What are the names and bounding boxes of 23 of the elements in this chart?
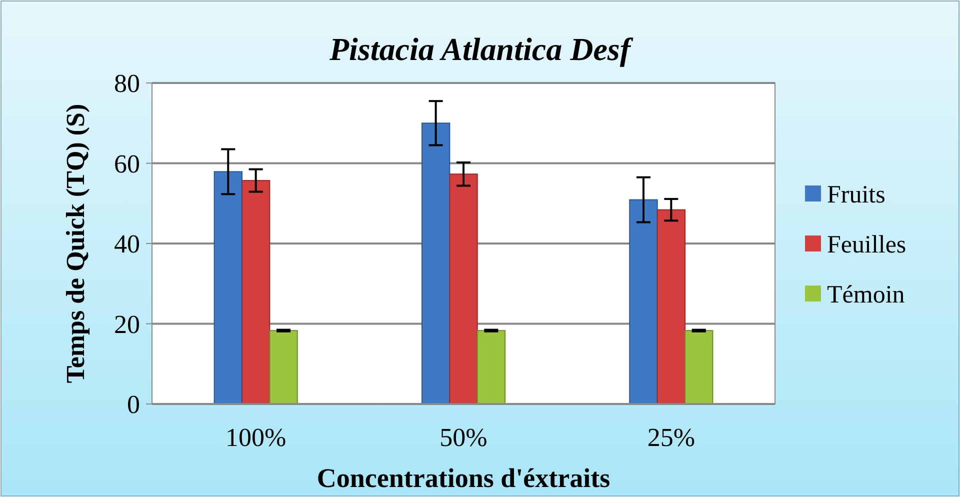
y-tick-label: 20 [114,310,140,339]
y-tick-label: 40 [114,230,140,259]
y-tick-label: 80 [114,69,140,98]
y-axis-title: Temps de Quick (TQ) (S) [61,104,90,384]
legend-label: Feuilles [827,231,906,258]
chart-title: Pistacia Atlantica Desf [328,31,634,67]
bar [629,199,658,404]
y-tick-label: 60 [114,149,140,178]
bar [476,330,506,404]
bar [421,122,450,404]
x-tick-label: 25% [647,423,696,452]
bar [684,330,714,404]
bar [241,180,270,404]
bar [269,330,298,404]
legend-label: Témoin [827,281,906,308]
bar [449,174,478,404]
x-tick-label: 50% [440,423,488,452]
bar [656,209,686,404]
x-tick-label: 100% [225,423,286,452]
legend-label: Fruits [827,181,886,208]
x-axis-title: Concentrations d'éxtraits [316,463,610,493]
y-tick-label: 0 [127,390,140,420]
bar [214,171,242,404]
